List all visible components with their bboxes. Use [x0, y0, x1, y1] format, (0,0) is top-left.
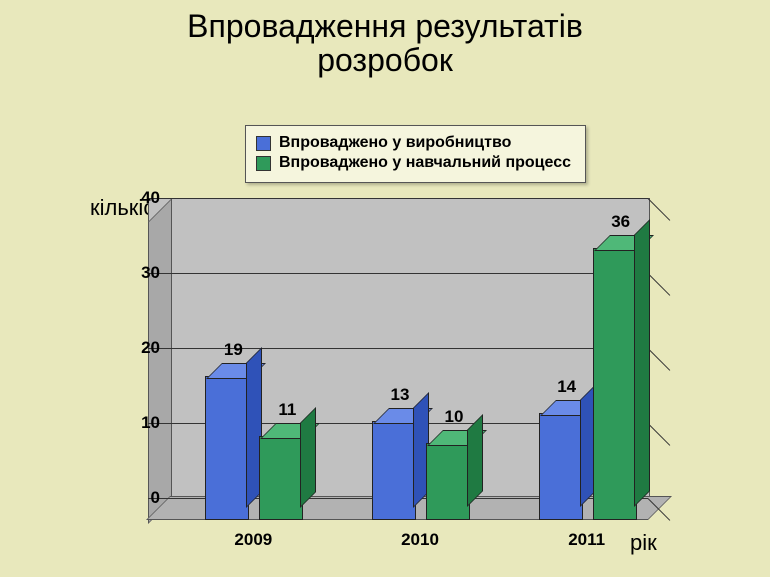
bar [593, 248, 637, 520]
legend-item-0: Впроваджено у виробництво [256, 134, 571, 152]
bar-value-label: 13 [391, 385, 410, 405]
y-tick-label: 0 [115, 488, 160, 508]
bar [259, 436, 303, 521]
legend-label-1: Впроваджено у навчальний процесс [279, 154, 571, 172]
title-line2: розробок [317, 42, 453, 78]
page-title: Впровадження результатів розробок [0, 0, 770, 77]
x-tick-label: 2011 [568, 530, 605, 550]
legend-swatch-1 [256, 156, 271, 171]
y-tick-label: 10 [115, 413, 160, 433]
x-axis-title: рік [630, 530, 657, 556]
bar-value-label: 36 [611, 212, 630, 232]
bar-value-label: 10 [445, 407, 464, 427]
legend-item-1: Впроваджено у навчальний процесс [256, 154, 571, 172]
bar-chart: 191113101436 [170, 220, 670, 520]
bar-value-label: 11 [278, 400, 296, 420]
legend-label-0: Впроваджено у виробництво [279, 134, 511, 152]
gridline [148, 198, 648, 199]
bar-side-face [467, 414, 483, 507]
bar [372, 421, 416, 521]
y-tick-label: 30 [115, 263, 160, 283]
bar-side-face [300, 407, 316, 508]
bar-value-label: 14 [557, 377, 576, 397]
bar [539, 413, 583, 520]
bar [426, 443, 470, 520]
chart-side-wall [148, 198, 172, 524]
x-tick-label: 2010 [401, 530, 439, 550]
title-line1: Впровадження результатів [187, 8, 583, 44]
chart-legend: Впроваджено у виробництво Впроваджено у … [245, 125, 586, 183]
bar [205, 376, 249, 521]
y-tick-label: 40 [115, 188, 160, 208]
bar-side-face [634, 219, 650, 507]
bar-value-label: 19 [224, 340, 243, 360]
y-tick-label: 20 [115, 338, 160, 358]
legend-swatch-0 [256, 136, 271, 151]
x-tick-label: 2009 [234, 530, 272, 550]
gridline [148, 273, 648, 274]
